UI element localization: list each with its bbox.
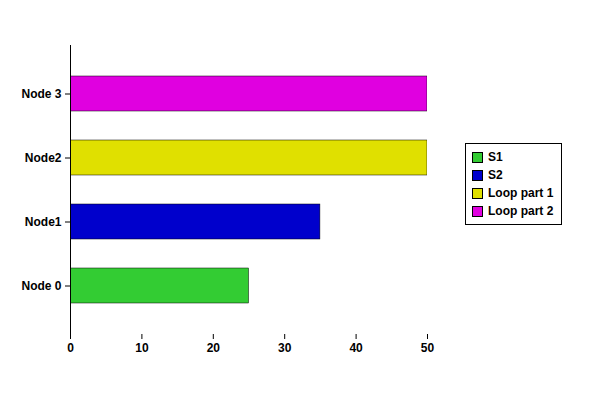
svg-text:30: 30 bbox=[278, 341, 292, 355]
svg-text:Node 0: Node 0 bbox=[21, 279, 61, 293]
svg-text:10: 10 bbox=[135, 341, 149, 355]
html-text:S2: S2 bbox=[488, 168, 503, 182]
svg-text:Node2: Node2 bbox=[25, 151, 62, 165]
html-text:Loop part 2: Loop part 2 bbox=[488, 204, 554, 218]
svg-text:50: 50 bbox=[421, 341, 435, 355]
html-text:Loop part 1: Loop part 1 bbox=[488, 186, 554, 200]
svg-text:0: 0 bbox=[67, 341, 74, 355]
svg-text:Node 3: Node 3 bbox=[21, 87, 61, 101]
svg-text:20: 20 bbox=[207, 341, 221, 355]
html-text:S1: S1 bbox=[488, 150, 503, 164]
svg-text:Node1: Node1 bbox=[25, 215, 62, 229]
svg-text:40: 40 bbox=[349, 341, 363, 355]
